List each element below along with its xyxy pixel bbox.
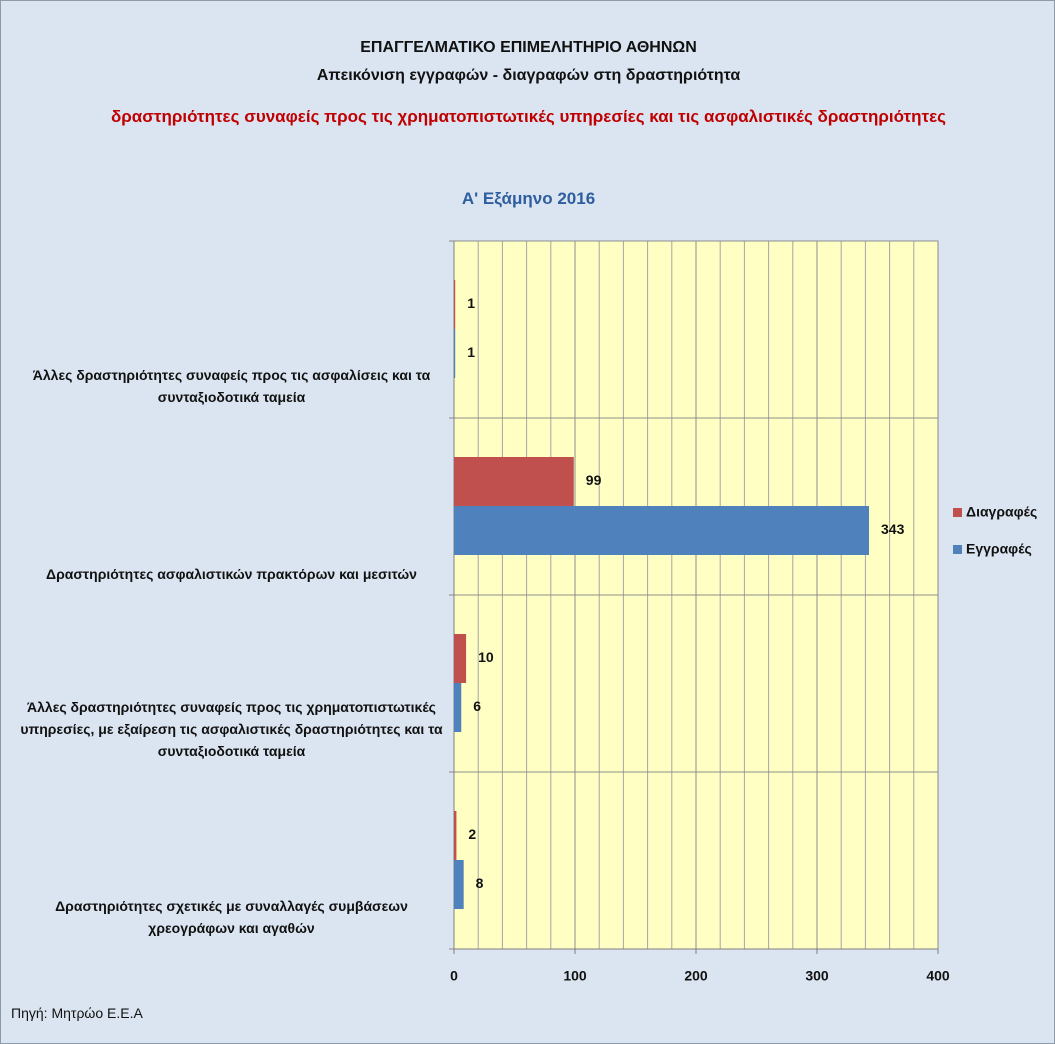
label-text: Δραστηριότητες ασφαλιστικών πρακτόρων κα… [46,566,417,582]
y-tick-label: Δραστηριότητες σχετικές με συναλλαγές συ… [19,772,444,939]
bar [454,634,467,683]
x-tick-label: 0 [450,968,458,984]
value-label: 2 [468,826,476,842]
chart-period: Α' Εξάμηνο 2016 [461,189,596,208]
bar [454,457,574,506]
label-text: Δραστηριότητες σχετικές με συναλλαγές συ… [55,898,408,936]
value-label: 1 [467,295,475,311]
source-note: Πηγή: Μητρώο Ε.Ε.Α [11,1005,143,1021]
bar [454,811,457,860]
label-text: Άλλες δραστηριότητες συναφείς προς τις χ… [20,699,443,759]
legend-swatch [953,508,962,517]
legend-label: Εγγραφές [966,541,1032,557]
bar [454,280,456,329]
y-tick-label: Άλλες δραστηριότητες συναφείς προς τις χ… [19,595,444,762]
y-tick-label: Άλλες δραστηριότητες συναφείς προς τις α… [19,241,444,408]
chart-subtitle: Απεικόνιση εγγραφών - διαγραφών στη δρασ… [316,67,741,84]
x-tick-label: 100 [563,968,587,984]
y-tick-label: Δραστηριότητες ασφαλιστικών πρακτόρων κα… [19,418,444,585]
x-tick-label: 300 [805,968,829,984]
chart-title: ΕΠΑΓΓΕΛΜΑΤΙΚΟ ΕΠΙΜΕΛΗΤΗΡΙΟ ΑΘΗΝΩΝ [360,39,697,56]
label-text: Άλλες δραστηριότητες συναφείς προς τις α… [32,367,431,405]
bar [454,860,464,909]
value-label: 99 [586,472,602,488]
value-label: 1 [467,344,475,360]
value-label: 343 [881,521,905,537]
chart-subtitle2: δραστηριότητες συναφείς προς τις χρηματο… [110,107,947,126]
legend-label: Διαγραφές [966,504,1037,520]
value-label: 10 [478,649,494,665]
x-tick-label: 400 [926,968,950,984]
value-label: 6 [473,698,481,714]
bar [454,329,456,378]
x-tick-label: 200 [684,968,708,984]
value-label: 8 [476,875,484,891]
bar [454,683,462,732]
legend-swatch [953,545,962,554]
bar [454,506,870,555]
